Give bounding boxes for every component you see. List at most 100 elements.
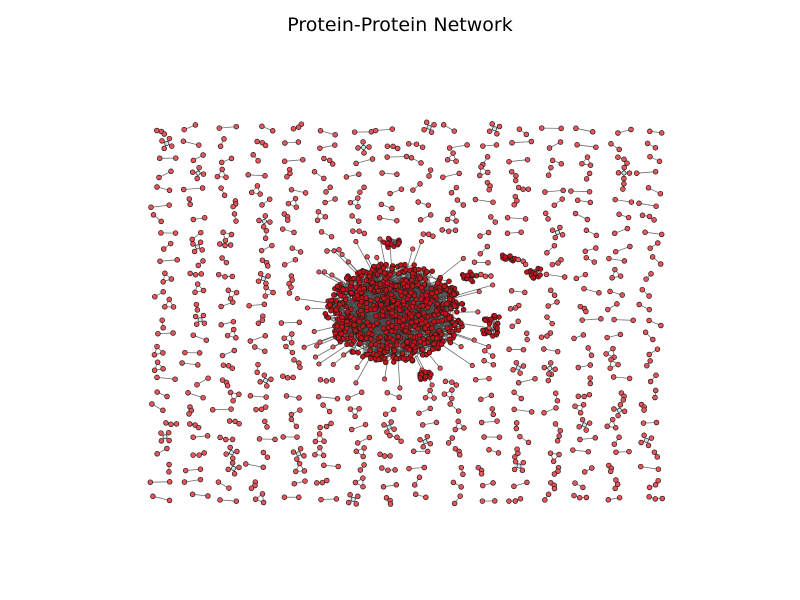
protein-node xyxy=(158,430,164,436)
protein-node xyxy=(408,155,415,161)
protein-node xyxy=(475,309,481,315)
protein-node xyxy=(226,418,233,424)
protein-node xyxy=(265,273,271,279)
protein-node xyxy=(617,273,624,279)
protein-node xyxy=(316,431,323,437)
protein-node xyxy=(158,438,165,444)
protein-node xyxy=(230,397,236,404)
protein-node xyxy=(545,491,552,498)
protein-node xyxy=(492,498,498,504)
core-protein-node xyxy=(366,273,373,280)
protein-node xyxy=(321,155,327,162)
protein-node xyxy=(316,269,322,275)
core-protein-node xyxy=(374,320,380,326)
protein-node xyxy=(493,142,500,148)
protein-node xyxy=(646,213,653,220)
protein-node xyxy=(388,419,394,425)
protein-node xyxy=(259,491,266,497)
protein-node xyxy=(550,458,557,465)
protein-node xyxy=(654,454,661,460)
protein-node xyxy=(522,261,529,268)
protein-node xyxy=(189,169,196,175)
protein-node xyxy=(329,272,335,278)
protein-node xyxy=(387,432,393,439)
protein-node xyxy=(651,217,657,223)
protein-node xyxy=(159,317,165,323)
protein-node xyxy=(410,187,416,193)
protein-node xyxy=(549,261,556,268)
protein-node xyxy=(288,416,295,423)
protein-node xyxy=(200,171,207,177)
protein-node xyxy=(223,174,229,180)
protein-node xyxy=(314,217,321,224)
protein-node xyxy=(162,304,168,310)
protein-node xyxy=(221,136,227,142)
protein-node xyxy=(494,131,500,137)
protein-node xyxy=(450,479,457,486)
protein-node xyxy=(173,155,179,161)
protein-node xyxy=(262,404,269,410)
core-protein-node xyxy=(408,289,414,296)
protein-node xyxy=(652,168,659,175)
protein-node xyxy=(166,437,172,444)
protein-node xyxy=(194,281,201,287)
protein-node xyxy=(149,401,155,407)
protein-node xyxy=(384,389,391,396)
protein-node xyxy=(628,199,635,205)
protein-node xyxy=(541,346,547,352)
protein-node xyxy=(579,317,585,323)
protein-node xyxy=(255,278,262,284)
protein-node xyxy=(453,158,459,164)
core-edge xyxy=(406,248,414,270)
core-protein-node xyxy=(322,310,329,317)
protein-node xyxy=(390,143,396,150)
core-protein-node xyxy=(391,347,398,354)
edge xyxy=(156,377,176,380)
core-protein-node xyxy=(426,349,433,356)
core-protein-node xyxy=(438,331,445,338)
protein-node xyxy=(625,214,632,221)
protein-node xyxy=(478,471,485,477)
protein-node xyxy=(506,158,512,165)
protein-node xyxy=(444,216,451,223)
protein-node xyxy=(476,289,482,295)
core-protein-node xyxy=(439,317,445,324)
core-protein-node xyxy=(327,302,333,308)
protein-node xyxy=(263,227,270,234)
cluster-protein-node xyxy=(496,314,502,320)
core-edge xyxy=(453,284,493,297)
protein-node xyxy=(549,320,555,327)
protein-node xyxy=(264,263,271,269)
core-protein-node xyxy=(379,343,386,349)
protein-node xyxy=(233,498,240,504)
protein-node xyxy=(554,438,561,444)
cluster-protein-node xyxy=(492,312,498,319)
protein-node xyxy=(343,174,350,180)
core-protein-node xyxy=(364,351,370,358)
protein-node xyxy=(403,153,410,160)
protein-node xyxy=(587,162,594,168)
protein-node xyxy=(478,164,484,170)
protein-node xyxy=(262,333,269,339)
protein-node xyxy=(580,401,587,408)
protein-node xyxy=(486,344,492,350)
protein-node xyxy=(387,453,393,459)
protein-node xyxy=(194,175,200,182)
core-protein-node xyxy=(400,298,407,304)
protein-node xyxy=(451,500,458,507)
protein-node xyxy=(513,173,519,179)
protein-node xyxy=(296,395,302,401)
protein-node xyxy=(262,235,269,242)
protein-node xyxy=(504,214,511,221)
protein-node xyxy=(382,376,388,382)
protein-node xyxy=(262,213,269,219)
protein-node xyxy=(294,434,300,440)
protein-node xyxy=(168,421,174,428)
core-protein-node xyxy=(343,325,350,332)
protein-node xyxy=(292,195,299,202)
core-protein-node xyxy=(383,329,389,336)
protein-node xyxy=(191,248,198,255)
protein-node xyxy=(263,394,269,400)
core-protein-node xyxy=(377,268,383,274)
protein-node xyxy=(559,196,565,202)
